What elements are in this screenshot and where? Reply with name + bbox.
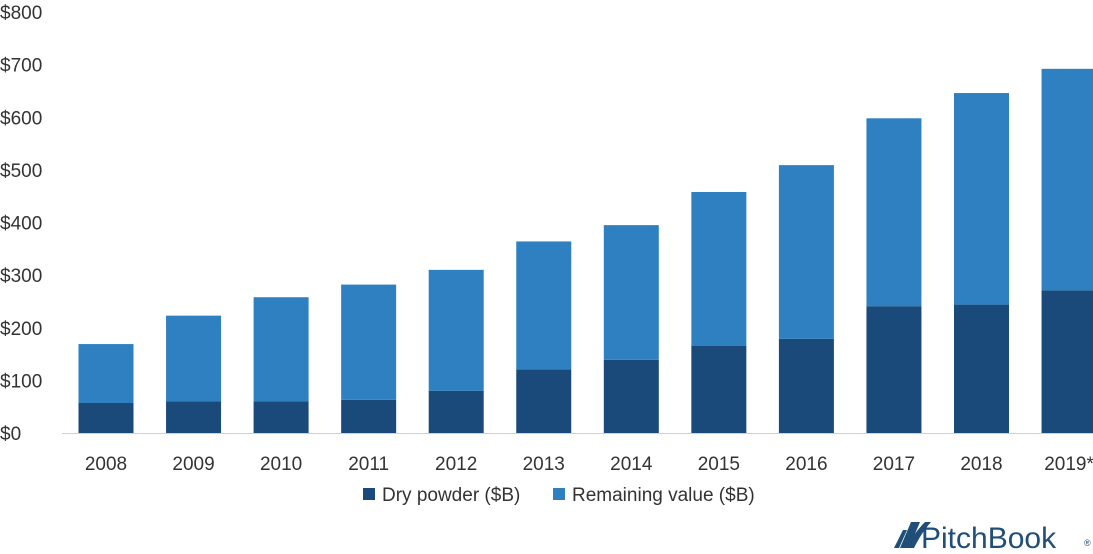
- bar-remaining-value: [691, 191, 747, 346]
- bar-remaining-value: [866, 118, 922, 307]
- bar-dry-powder: [954, 304, 1009, 433]
- legend-label: Remaining value ($B): [572, 485, 755, 506]
- x-tick-label: 2019*: [1044, 454, 1093, 475]
- bar-dry-powder: [78, 403, 134, 433]
- bar-dry-powder: [428, 390, 484, 433]
- bar-dry-powder: [691, 345, 747, 433]
- bar-remaining-value: [253, 297, 309, 402]
- pitchbook-sail-icon: [894, 522, 931, 548]
- bar-remaining-value: [78, 344, 134, 403]
- bars-group: [78, 68, 1093, 433]
- legend: Dry powder ($B) Remaining value ($B): [363, 485, 755, 506]
- x-tick-label: 2009: [172, 454, 214, 475]
- bar-dry-powder: [1041, 290, 1093, 433]
- legend-label: Dry powder ($B): [382, 485, 520, 506]
- y-tick-label: $400: [0, 214, 42, 235]
- bar-remaining-value: [516, 241, 572, 370]
- legend-swatch: [363, 488, 375, 500]
- x-tick-label: 2014: [610, 454, 653, 475]
- bar-remaining-value: [778, 165, 834, 339]
- x-tick-label: 2016: [785, 454, 827, 475]
- y-tick-label: $300: [0, 266, 42, 287]
- bar-remaining-value: [428, 269, 484, 391]
- bar-dry-powder: [166, 401, 222, 433]
- bar-remaining-value: [1041, 68, 1093, 291]
- bar-dry-powder: [603, 359, 659, 433]
- logo-text: PitchBook: [921, 522, 1057, 554]
- x-axis-tick-labels: 2008 2009 2010 2011 2012 2013 2014 2015 2016 2017…: [85, 454, 1093, 475]
- bar-remaining-value: [954, 93, 1009, 305]
- y-tick-label: $500: [0, 161, 42, 182]
- bar-dry-powder: [778, 338, 834, 433]
- x-tick-label: 2011: [348, 454, 389, 475]
- x-tick-label: 2017: [873, 454, 915, 475]
- x-tick-label: 2018: [960, 454, 1002, 475]
- y-tick-label: $600: [0, 108, 42, 129]
- y-tick-label: $100: [0, 371, 42, 392]
- y-tick-label: $700: [0, 56, 42, 77]
- x-tick-label: 2010: [260, 454, 302, 475]
- y-tick-label: $800: [0, 3, 42, 24]
- bar-dry-powder: [341, 399, 397, 433]
- bar-dry-powder: [516, 369, 572, 433]
- y-axis-tick-labels: $0 $100 $200 $300 $400 $500 $600 $700 $800: [0, 3, 42, 445]
- logo-registered-mark: ®: [1084, 538, 1091, 548]
- x-tick-label: 2008: [85, 454, 127, 475]
- pitchbook-logo: PitchBook ®: [894, 522, 1091, 554]
- y-tick-label: $0: [0, 424, 21, 445]
- y-tick-label: $200: [0, 319, 42, 340]
- x-tick-label: 2015: [698, 454, 740, 475]
- bar-dry-powder: [253, 401, 309, 433]
- legend-swatch: [553, 488, 565, 500]
- bar-remaining-value: [603, 225, 659, 360]
- x-tick-label: 2013: [523, 454, 565, 475]
- bar-remaining-value: [341, 284, 397, 400]
- bar-remaining-value: [166, 315, 222, 402]
- bar-dry-powder: [866, 306, 922, 433]
- x-tick-label: 2012: [435, 454, 477, 475]
